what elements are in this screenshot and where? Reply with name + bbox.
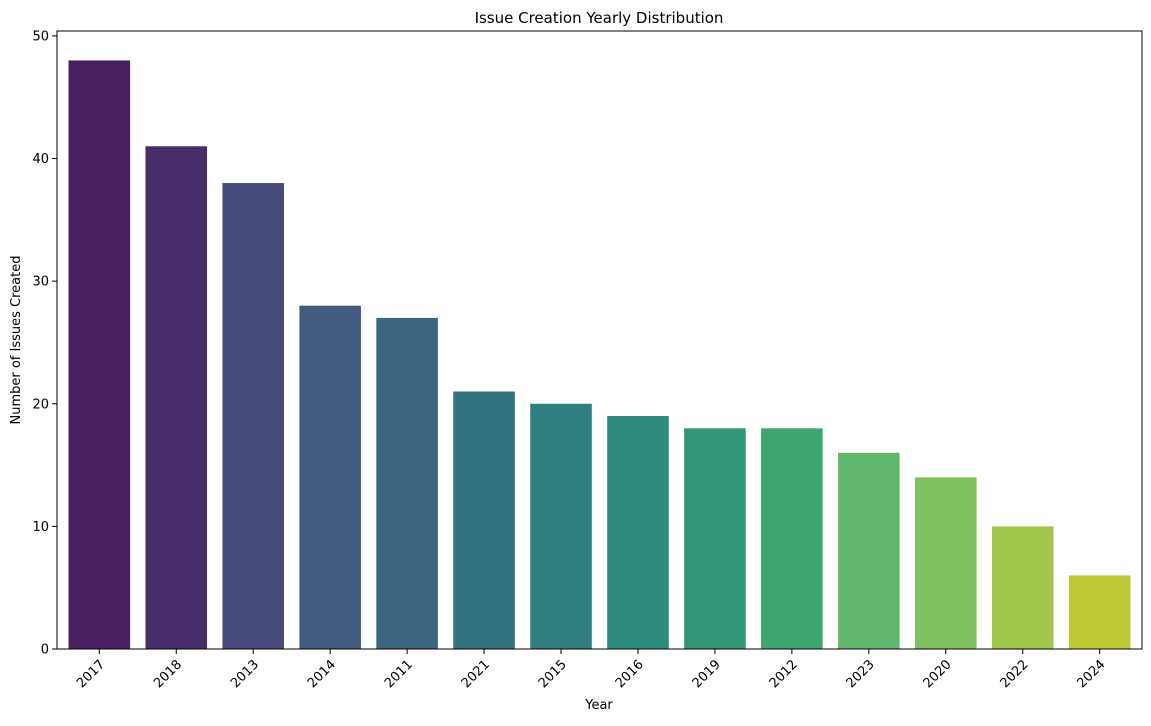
y-tick-label: 50: [32, 29, 49, 44]
x-axis-label: Year: [584, 698, 613, 713]
x-tick-label: 2019: [690, 657, 724, 691]
chart-title: Issue Creation Yearly Distribution: [475, 9, 724, 27]
bar-2020: [915, 477, 977, 649]
x-tick-label: 2018: [151, 657, 185, 691]
bar-2021: [453, 391, 515, 649]
y-tick-label: 40: [32, 152, 49, 167]
x-tick-label: 2017: [74, 657, 108, 691]
bar-2023: [838, 452, 900, 649]
plot-frame: [56, 30, 1143, 650]
x-tick-label: 2024: [1075, 657, 1109, 691]
bars-layer: [68, 60, 1131, 650]
bar-2014: [299, 305, 361, 649]
bar-2022: [991, 526, 1054, 649]
x-tick-label: 2012: [767, 657, 801, 691]
x-tick-label: 2014: [305, 657, 339, 691]
bar-2019: [684, 428, 746, 649]
bar-2015: [530, 403, 592, 649]
x-tick-label: 2011: [382, 657, 416, 691]
x-tick-label: 2023: [844, 657, 878, 691]
bar-2016: [607, 416, 669, 649]
bar-2024: [1068, 575, 1131, 649]
x-tick-label: 2013: [228, 657, 262, 691]
x-tick-label: 2015: [536, 657, 570, 691]
y-axis: 0 10 20 30 40 50: [32, 29, 57, 658]
x-tick-label: 2020: [921, 657, 955, 691]
bar-2017: [68, 60, 131, 650]
x-axis: 2017 2018 2013 2014 2011 2021 2015 2016 2019 2012…: [74, 649, 1109, 691]
y-tick-label: 20: [32, 397, 49, 412]
y-axis-label: Number of Issues Created: [9, 256, 24, 425]
y-tick-label: 10: [32, 520, 49, 535]
bar-2012: [761, 428, 823, 649]
bar-2018: [145, 146, 208, 649]
bar-2011: [376, 317, 438, 649]
x-tick-label: 2021: [459, 657, 493, 691]
x-tick-label: 2022: [998, 657, 1032, 691]
y-tick-label: 30: [32, 275, 49, 290]
y-tick-label: 0: [41, 643, 49, 658]
x-tick-label: 2016: [613, 657, 647, 691]
bar-2013: [222, 183, 284, 650]
